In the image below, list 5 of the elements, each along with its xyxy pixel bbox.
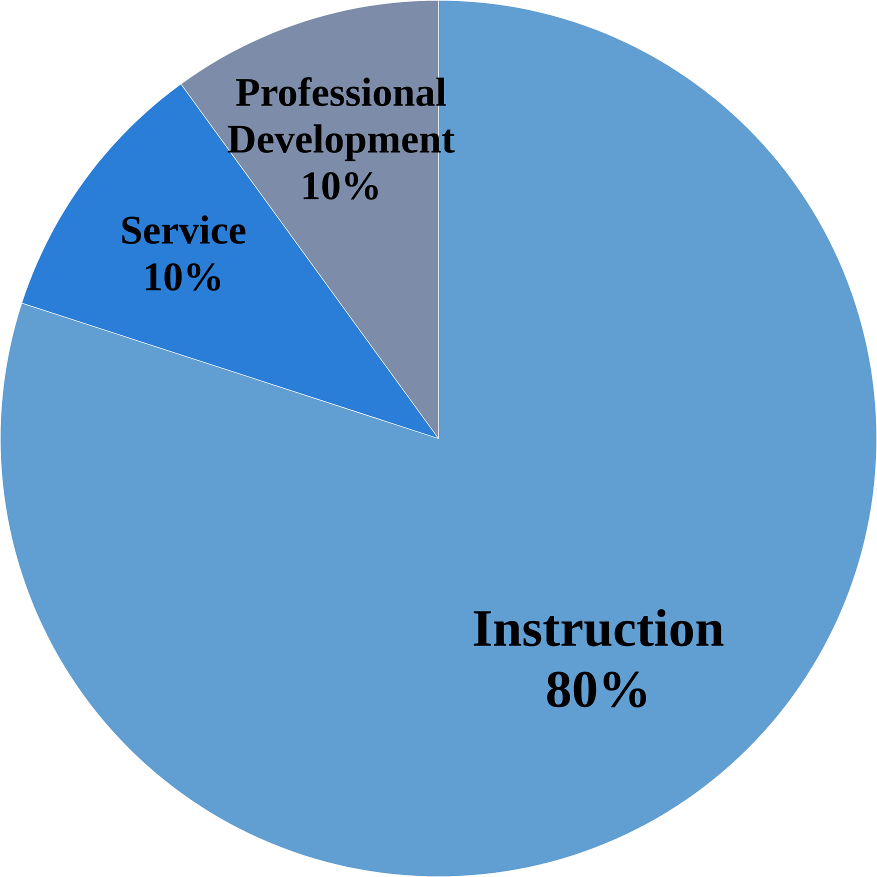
slice-label: Instruction [474,609,724,646]
data-label: 10% [146,263,220,291]
data-label: 10% [304,172,378,200]
data-label: 80% [547,672,646,708]
slice-label: Service [122,215,246,244]
